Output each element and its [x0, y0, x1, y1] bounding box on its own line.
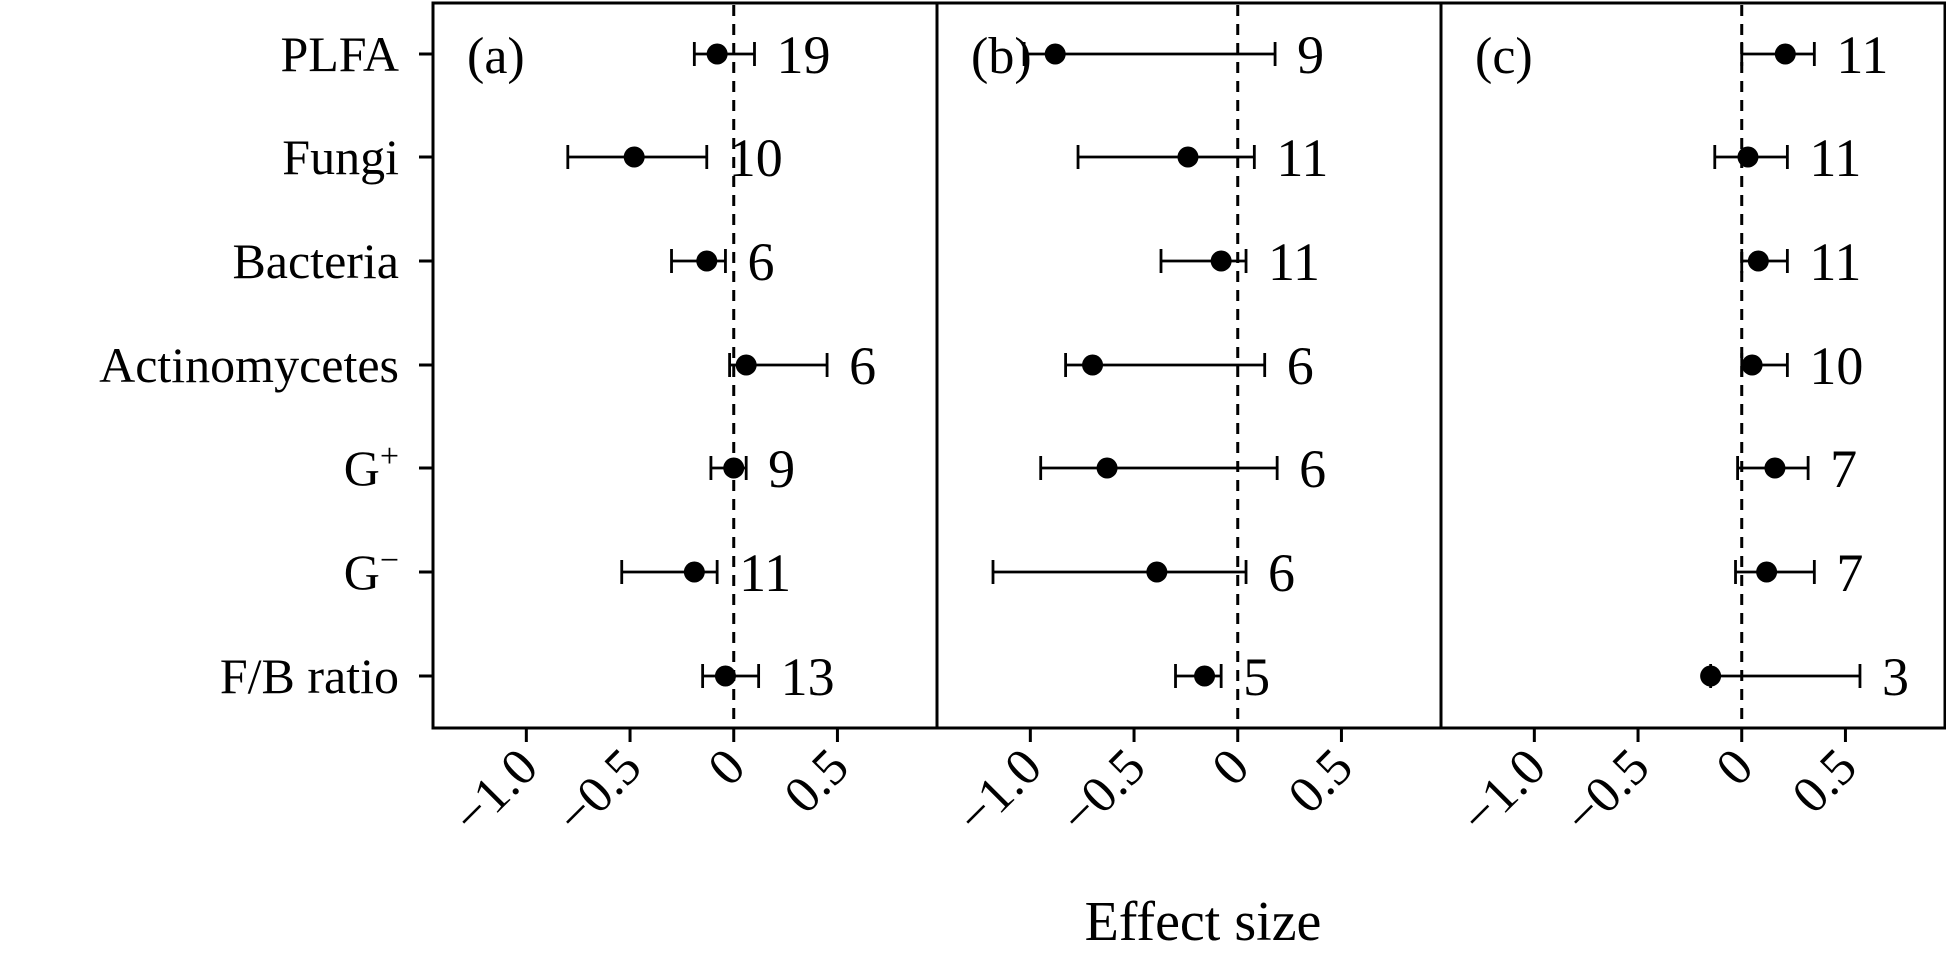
sample-size-label: 6	[1287, 336, 1314, 396]
sample-size-label: 9	[768, 439, 795, 499]
mean-point	[735, 354, 757, 376]
x-axis-title: Effect size	[1085, 891, 1322, 953]
mean-point	[1737, 146, 1759, 168]
x-tick-label: −0.5	[546, 738, 653, 845]
category-superscript: +	[380, 438, 399, 475]
category-label: Fungi	[282, 129, 399, 185]
category-label: PLFA	[280, 26, 399, 82]
sample-size-label: 11	[1809, 128, 1861, 188]
x-axis-ticks: −1.0−0.5 0 0.5 −1.0−0.5 0 0.5 −1.0−0.5 0 0.5	[442, 728, 1868, 845]
sample-size-label: 9	[1297, 25, 1324, 85]
x-tick-label: −0.5	[1554, 738, 1661, 845]
sample-size-label: 5	[1243, 647, 1270, 707]
category-label: G+	[344, 438, 399, 496]
sample-size-label: 6	[1299, 439, 1326, 499]
x-tick-label: 0.5	[1278, 738, 1364, 824]
sample-size-label: 11	[1809, 232, 1861, 292]
mean-point	[1700, 665, 1722, 687]
x-tick-label: 0	[1202, 738, 1261, 797]
mean-point	[714, 665, 736, 687]
mean-point	[1194, 665, 1216, 687]
category-label: G−	[344, 542, 399, 600]
panel-frames	[431, 1, 1946, 730]
x-tick-label: 0.5	[774, 738, 860, 824]
x-tick-label: −1.0	[1450, 738, 1557, 845]
mean-point	[1756, 561, 1778, 583]
sample-size-label: 19	[776, 25, 830, 85]
sample-size-label: 6	[849, 336, 876, 396]
mean-point	[1146, 561, 1168, 583]
mean-point	[1044, 43, 1066, 65]
mean-point	[1774, 43, 1796, 65]
sample-size-label: 6	[1268, 543, 1295, 603]
sample-size-label: 7	[1836, 543, 1863, 603]
category-label: Bacteria	[232, 233, 399, 289]
panel-label: (b)	[971, 28, 1032, 85]
sample-size-label: 11	[739, 543, 791, 603]
mean-point	[1096, 457, 1118, 479]
sample-size-label: 10	[729, 128, 783, 188]
sample-size-label: 10	[1809, 336, 1863, 396]
sample-size-label: 13	[781, 647, 835, 707]
mean-point	[723, 457, 745, 479]
sample-size-label: 3	[1882, 647, 1909, 707]
sample-size-label: 11	[1836, 25, 1888, 85]
mean-point	[706, 43, 728, 65]
x-tick-label: 0	[1706, 738, 1765, 797]
sample-size-label: 11	[1276, 128, 1328, 188]
x-tick-label: −1.0	[442, 738, 549, 845]
sample-size-label: 7	[1830, 439, 1857, 499]
x-tick-label: 0	[698, 738, 757, 797]
x-tick-label: −0.5	[1050, 738, 1157, 845]
category-label: F/B ratio	[220, 648, 399, 704]
x-tick-label: −1.0	[946, 738, 1053, 845]
panel-frame	[1439, 1, 1946, 730]
category-superscript: −	[380, 542, 399, 579]
mean-point	[1210, 250, 1232, 272]
category-labels: PLFA Fungi Bacteria Actinomycetes G+ G− F/B ra…	[99, 26, 433, 704]
mean-point	[623, 146, 645, 168]
mean-point	[1082, 354, 1104, 376]
mean-point	[1177, 146, 1199, 168]
sample-size-label: 11	[1268, 232, 1320, 292]
sample-size-label: 6	[747, 232, 774, 292]
x-tick-label: 0.5	[1782, 738, 1868, 824]
mean-point	[1741, 354, 1763, 376]
panel-label: (c)	[1475, 28, 1533, 85]
mean-point	[683, 561, 705, 583]
category-label: Actinomycetes	[99, 337, 399, 393]
mean-point	[1764, 457, 1786, 479]
mean-point	[696, 250, 718, 272]
panel-label: (a)	[467, 28, 525, 85]
mean-point	[1747, 250, 1769, 272]
